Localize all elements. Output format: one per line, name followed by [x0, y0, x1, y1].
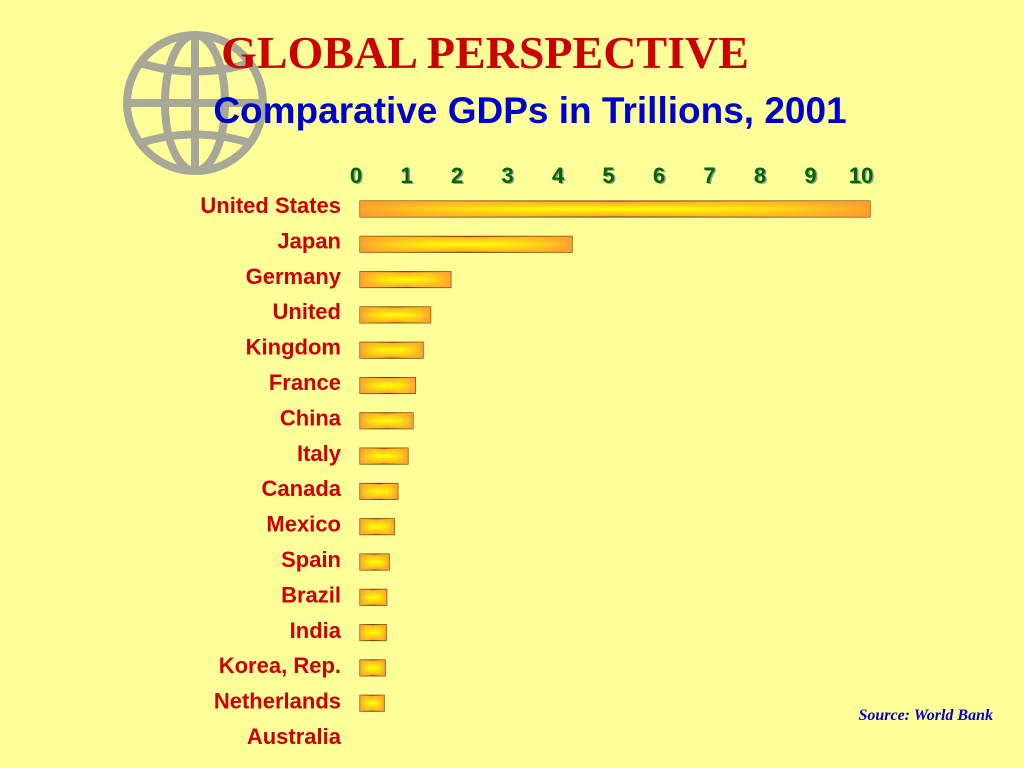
bar — [359, 341, 424, 359]
x-tick-label: 6 — [653, 163, 665, 188]
x-tick-shadow: 1 — [402, 164, 414, 189]
bar — [359, 518, 395, 536]
bar-shade — [360, 448, 408, 465]
row-label: Italy — [297, 441, 342, 466]
x-tick-shadow: 5 — [604, 164, 616, 189]
row-label: Germany — [246, 264, 342, 289]
row-label: United States — [200, 193, 341, 218]
bar-shade — [360, 201, 871, 217]
x-tick-shadow: 0 — [351, 164, 363, 189]
title: GLOBAL PERSPECTIVE — [221, 27, 749, 78]
x-tick-label: 4 — [552, 163, 565, 188]
bar — [359, 200, 871, 218]
bar-shade — [360, 483, 398, 500]
x-tick-shadow: 7 — [705, 164, 717, 189]
bar — [359, 624, 387, 642]
bar-shade — [360, 236, 573, 253]
row-label: India — [290, 618, 342, 643]
bar-shade — [360, 624, 387, 641]
bar-shade — [360, 306, 431, 323]
x-tick-label: 2 — [451, 163, 463, 188]
bar-shade — [360, 589, 387, 606]
bar — [359, 235, 573, 253]
x-tick-label: 1 — [400, 163, 412, 188]
row-label: France — [269, 370, 341, 395]
x-tick-shadow: 8 — [755, 164, 767, 189]
x-tick-label: 9 — [804, 163, 816, 188]
subtitle: Comparative GDPs in Trillions, 2001 — [213, 90, 846, 131]
bar-shade — [360, 377, 416, 394]
row-label: United — [273, 299, 341, 324]
bar-shade — [360, 695, 385, 712]
bar-shade — [360, 554, 390, 570]
row-label: Kingdom — [246, 335, 341, 360]
row-label: Japan — [277, 228, 341, 253]
row-label: Mexico — [266, 512, 341, 537]
bar — [359, 659, 386, 677]
bar — [359, 306, 432, 324]
bar-shade — [360, 271, 451, 288]
x-tick-shadow: 2 — [452, 164, 464, 189]
bar-shade — [360, 659, 386, 676]
bar — [359, 694, 385, 712]
row-label: Australia — [247, 724, 342, 749]
bar — [359, 553, 390, 571]
bar — [359, 447, 409, 465]
x-tick-shadow: 3 — [503, 164, 515, 189]
x-tick-label: 5 — [602, 163, 614, 188]
bar-shade — [360, 412, 414, 429]
row-label: Brazil — [281, 582, 341, 607]
source: Source: World Bank — [858, 707, 993, 724]
x-tick-shadow: 4 — [553, 164, 566, 189]
x-tick-label: 8 — [754, 163, 766, 188]
x-tick-label: 7 — [703, 163, 715, 188]
bar — [359, 482, 399, 500]
row-label: Canada — [262, 476, 342, 501]
row-label: Netherlands — [214, 689, 341, 714]
x-tick-label: 10 — [849, 163, 873, 188]
x-tick-label: 3 — [501, 163, 513, 188]
bar-shade — [360, 342, 424, 359]
row-label: Spain — [281, 547, 341, 572]
x-tick-shadow: 10 — [850, 164, 874, 189]
bar — [359, 588, 388, 606]
row-label: Korea, Rep. — [219, 653, 341, 678]
bar-shade — [360, 518, 395, 535]
x-tick-shadow: 9 — [806, 164, 818, 189]
x-tick-label: 0 — [350, 163, 362, 188]
x-tick-shadow: 6 — [654, 164, 666, 189]
bar — [359, 412, 414, 430]
row-label: China — [280, 405, 342, 430]
bar — [359, 271, 452, 289]
bar — [359, 377, 417, 394]
globe-icon — [123, 31, 267, 175]
